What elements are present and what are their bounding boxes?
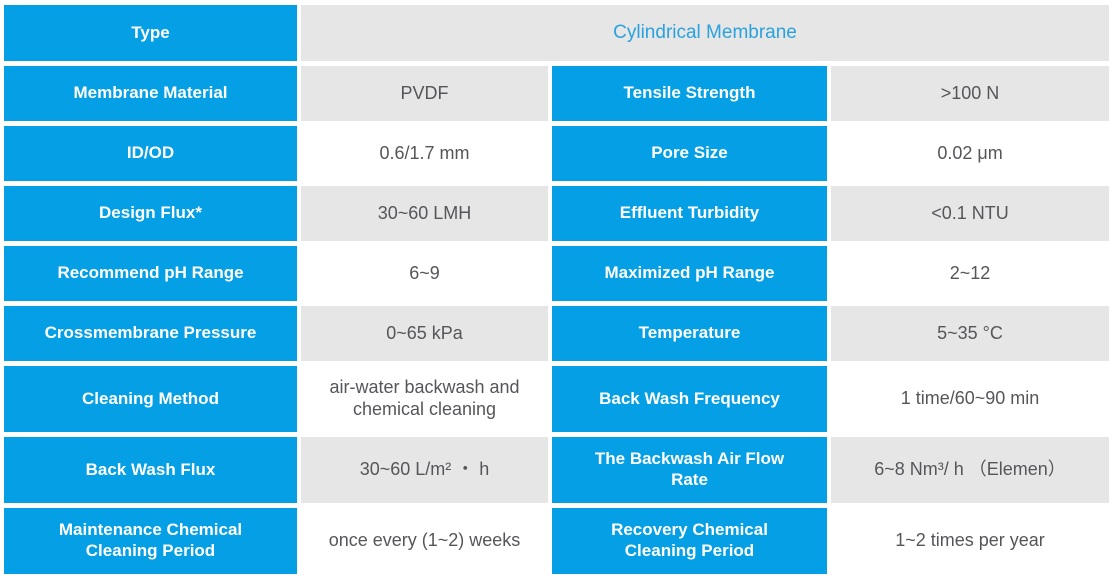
row-label-right: Effluent Turbidity <box>552 186 827 241</box>
table-row-type: Type Cylindrical Membrane <box>4 5 1110 61</box>
row-label-right: Tensile Strength <box>552 66 827 121</box>
row-label-left: Membrane Material <box>4 66 297 121</box>
row-label-right: The Backwash Air Flow Rate <box>552 437 827 503</box>
row-value-left: 30~60 L/m² ・ h <box>301 437 548 503</box>
table-row: Recommend pH Range 6~9 Maximized pH Range 2… <box>4 246 1110 301</box>
row-value-right: 6~8 Nm³/ h （Elemen） <box>831 437 1110 503</box>
row-label-right: Back Wash Frequency <box>552 366 827 432</box>
row-value-left: 0~65 kPa <box>301 306 548 361</box>
table-row: Back Wash Flux 30~60 L/m² ・ h The Backwash… <box>4 437 1110 503</box>
row-value-left: once every (1~2) weeks <box>301 508 548 574</box>
table-row: Cleaning Method air-water backwash and ch… <box>4 366 1110 432</box>
row-label-left: Cleaning Method <box>4 366 297 432</box>
table-row: Crossmembrane Pressure 0~65 kPa Temperatur… <box>4 306 1110 361</box>
row-label-left: ID/OD <box>4 126 297 181</box>
membrane-type-value: Cylindrical Membrane <box>301 5 1110 61</box>
row-label-left: Maintenance Chemical Cleaning Period <box>4 508 297 574</box>
table-row: ID/OD 0.6/1.7 mm Pore Size 0.02 μm <box>4 126 1110 181</box>
spec-rows: Membrane Material PVDF Tensile Strength >10… <box>4 66 1110 574</box>
row-label-left: Back Wash Flux <box>4 437 297 503</box>
row-value-left: 6~9 <box>301 246 548 301</box>
row-label-left: Design Flux* <box>4 186 297 241</box>
row-value-left: air-water backwash and chemical cleaning <box>301 366 548 432</box>
table-row: Membrane Material PVDF Tensile Strength >10… <box>4 66 1110 121</box>
row-label-right: Temperature <box>552 306 827 361</box>
table-row: Maintenance Chemical Cleaning Period once… <box>4 508 1110 574</box>
row-value-left: PVDF <box>301 66 548 121</box>
row-value-right: <0.1 NTU <box>831 186 1110 241</box>
row-value-left: 0.6/1.7 mm <box>301 126 548 181</box>
row-value-left: 30~60 LMH <box>301 186 548 241</box>
row-value-right: >100 N <box>831 66 1110 121</box>
table-row: Design Flux* 30~60 LMH Effluent Turbidity <… <box>4 186 1110 241</box>
row-value-right: 0.02 μm <box>831 126 1110 181</box>
row-label-left: Recommend pH Range <box>4 246 297 301</box>
row-label-right: Recovery Chemical Cleaning Period <box>552 508 827 574</box>
row-value-right: 2~12 <box>831 246 1110 301</box>
row-value-right: 1~2 times per year <box>831 508 1110 574</box>
row-value-right: 1 time/60~90 min <box>831 366 1110 432</box>
row-label-left: Crossmembrane Pressure <box>4 306 297 361</box>
row-label-right: Pore Size <box>552 126 827 181</box>
row-label-right: Maximized pH Range <box>552 246 827 301</box>
row-value-right: 5~35 °C <box>831 306 1110 361</box>
type-label: Type <box>4 5 297 61</box>
